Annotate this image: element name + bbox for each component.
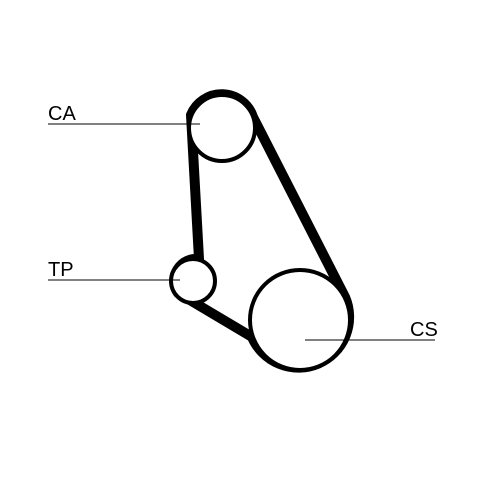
pulley-ca [189,95,255,161]
pulley-tp [171,259,215,303]
label-ca: CA [48,103,76,125]
belt-routing-diagram: CA TP CS [0,0,500,500]
label-cs: CS [410,319,438,341]
pulley-cs [250,270,350,370]
label-tp: TP [48,259,74,281]
